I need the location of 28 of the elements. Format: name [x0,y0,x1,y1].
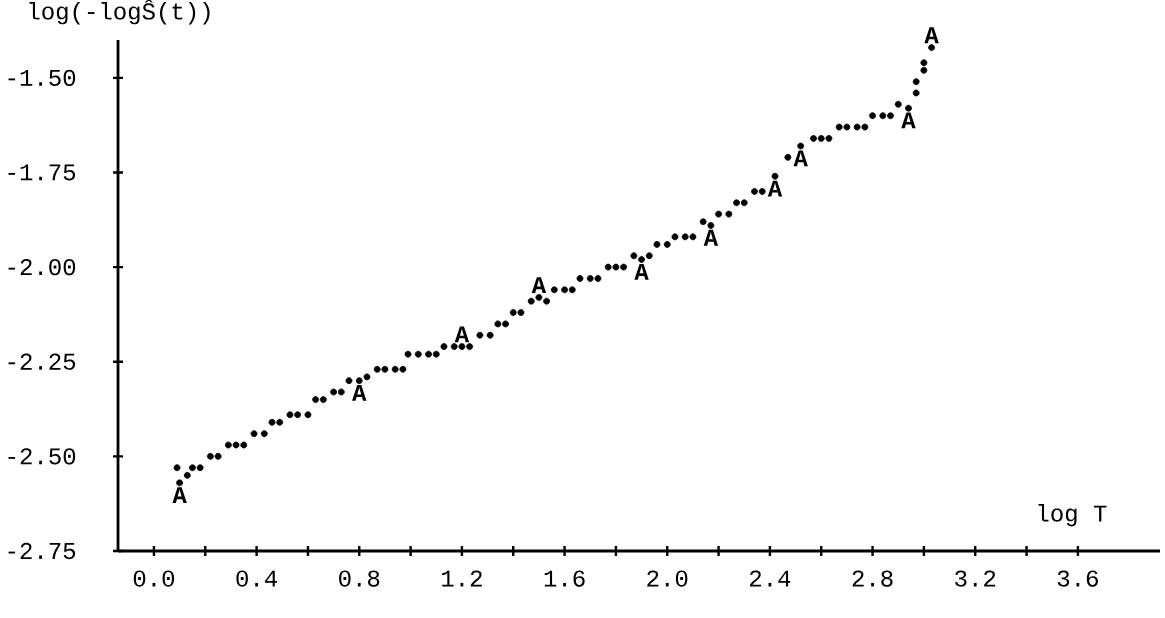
annotation: A [352,385,367,401]
annotation: A [172,487,187,504]
x-tick-label: 1.6 [544,570,585,587]
y-tick-label: -2.25 [8,353,76,370]
x-axis-title: log T [1038,504,1107,527]
x-tick-label: 2.0 [647,570,688,587]
y-tick-label: -1.75 [8,164,76,181]
y-tick-label: -2.75 [8,542,76,560]
y-tick-label: -1.50 [8,69,76,86]
x-tick-label: 0.8 [339,570,380,587]
x-tick-label: 1.2 [442,570,482,587]
x-tick-label: 0.0 [133,570,175,587]
annotation: A [703,229,719,246]
annotation: A [634,263,649,280]
x-tick-label: 0.4 [236,570,277,587]
x-tick-label: 3.6 [1057,570,1098,587]
y-axis-title: log(-logŜ(t)) [29,0,210,25]
annotation: A [924,27,939,44]
annotation: A [793,150,808,167]
annotation: A [531,277,547,293]
annotation: A [901,112,916,129]
x-tick-label: 2.8 [852,570,893,587]
annotation: A [767,180,783,197]
y-tick-label: -2.00 [8,258,76,276]
x-tick-label: 3.2 [955,570,996,587]
y-tick-label: -2.50 [8,448,76,465]
annotation: A [454,326,470,343]
x-tick-label: 2.4 [749,570,791,587]
